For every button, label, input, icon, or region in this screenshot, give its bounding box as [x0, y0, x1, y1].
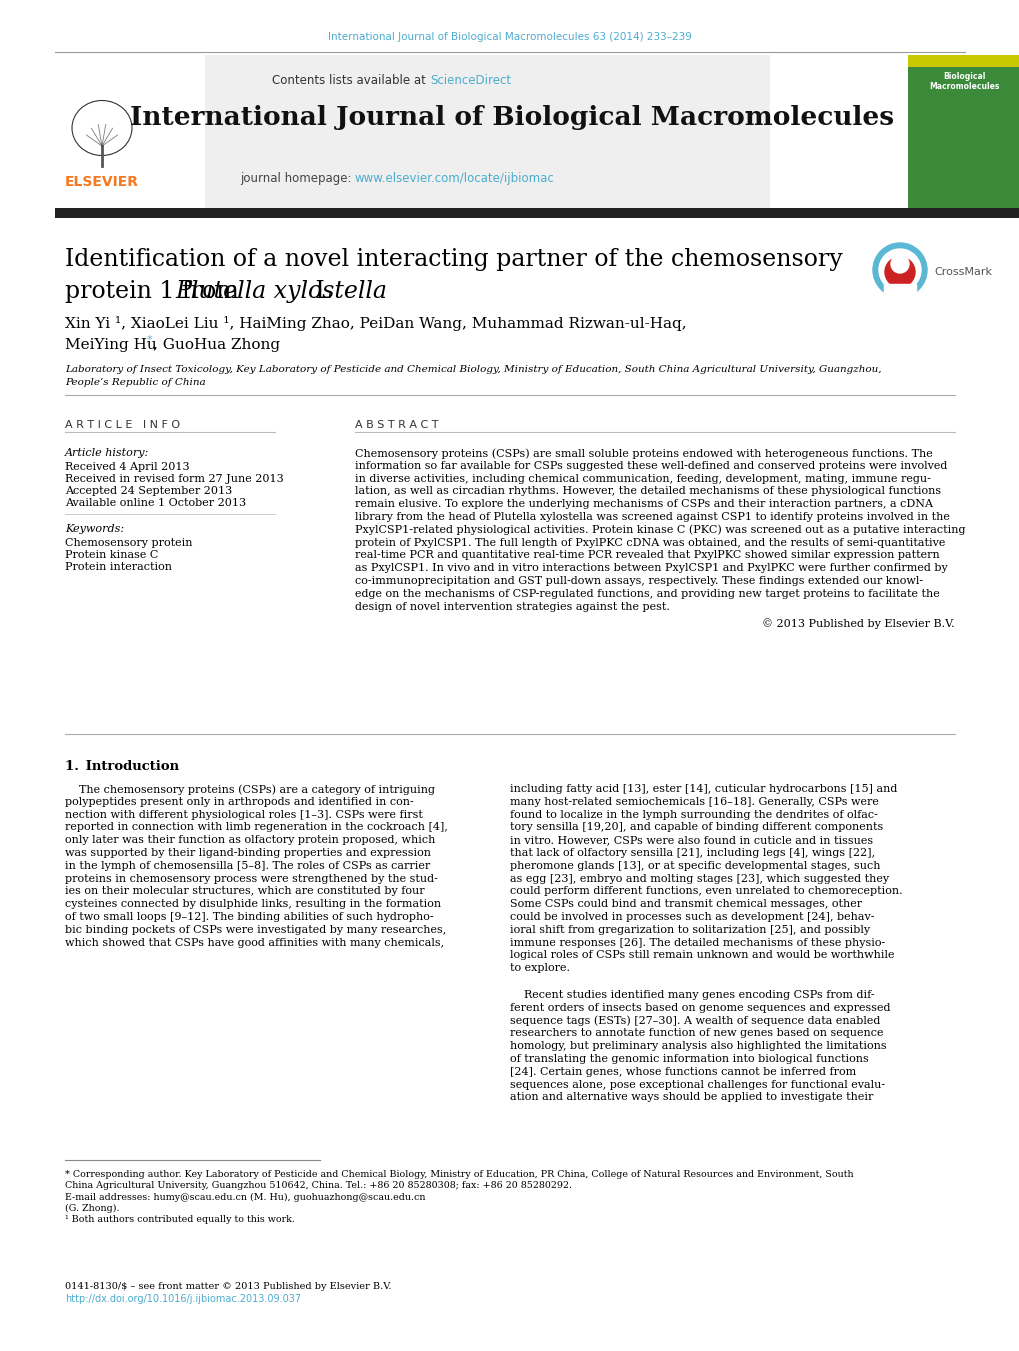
Bar: [55, 55, 205, 209]
Text: remain elusive. To explore the underlying mechanisms of CSPs and their interacti: remain elusive. To explore the underlyin…: [355, 500, 932, 509]
Text: © 2013 Published by Elsevier B.V.: © 2013 Published by Elsevier B.V.: [761, 619, 954, 630]
Circle shape: [884, 257, 914, 286]
Text: information so far available for CSPs suggested these well-defined and conserved: information so far available for CSPs su…: [355, 461, 947, 470]
Text: Laboratory of Insect Toxicology, Key Laboratory of Pesticide and Chemical Biolog: Laboratory of Insect Toxicology, Key Lab…: [65, 365, 880, 374]
Text: Available online 1 October 2013: Available online 1 October 2013: [65, 499, 246, 508]
Text: PxylCSP1-related physiological activities. Protein kinase C (PKC) was screened o: PxylCSP1-related physiological activitie…: [355, 524, 965, 535]
Text: edge on the mechanisms of CSP-regulated functions, and providing new target prot: edge on the mechanisms of CSP-regulated …: [355, 589, 938, 598]
Text: lation, as well as circadian rhythms. However, the detailed mechanisms of these : lation, as well as circadian rhythms. Ho…: [355, 486, 941, 496]
Text: 1. Introduction: 1. Introduction: [65, 761, 179, 773]
Text: cysteines connected by disulphide links, resulting in the formation: cysteines connected by disulphide links,…: [65, 900, 440, 909]
Text: polypeptides present only in arthropods and identified in con-: polypeptides present only in arthropods …: [65, 797, 414, 807]
Text: protein of PxylCSP1. The full length of PxylPKC cDNA was obtained, and the resul: protein of PxylCSP1. The full length of …: [355, 538, 945, 547]
Text: *: *: [147, 335, 153, 345]
Text: that lack of olfactory sensilla [21], including legs [4], wings [22],: that lack of olfactory sensilla [21], in…: [510, 848, 874, 858]
Text: International Journal of Biological Macromolecules: International Journal of Biological Macr…: [129, 105, 894, 130]
Text: co-immunoprecipitation and GST pull-down assays, respectively. These findings ex: co-immunoprecipitation and GST pull-down…: [355, 576, 922, 586]
Text: Protein kinase C: Protein kinase C: [65, 550, 158, 561]
Circle shape: [878, 249, 920, 290]
Text: bic binding pockets of CSPs were investigated by many researches,: bic binding pockets of CSPs were investi…: [65, 925, 446, 935]
Text: Received in revised form 27 June 2013: Received in revised form 27 June 2013: [65, 474, 283, 484]
Text: Identification of a novel interacting partner of the chemosensory: Identification of a novel interacting pa…: [65, 249, 842, 272]
Text: Keywords:: Keywords:: [65, 524, 124, 534]
Text: (G. Zhong).: (G. Zhong).: [65, 1204, 119, 1213]
Text: 0141-8130/$ – see front matter © 2013 Published by Elsevier B.V.: 0141-8130/$ – see front matter © 2013 Pu…: [65, 1282, 391, 1292]
Bar: [55, 55, 769, 209]
Bar: [907, 55, 1019, 209]
Text: E-mail addresses: humy@scau.edu.cn (M. Hu), guohuazhong@scau.edu.cn: E-mail addresses: humy@scau.edu.cn (M. H…: [65, 1193, 425, 1202]
Text: People’s Republic of China: People’s Republic of China: [65, 378, 206, 386]
Text: ferent orders of insects based on genome sequences and expressed: ferent orders of insects based on genome…: [510, 1002, 890, 1013]
Text: Xin Yi ¹, XiaoLei Liu ¹, HaiMing Zhao, PeiDan Wang, Muhammad Rizwan-ul-Haq,: Xin Yi ¹, XiaoLei Liu ¹, HaiMing Zhao, P…: [65, 316, 686, 331]
Text: of two small loops [9–12]. The binding abilities of such hydropho-: of two small loops [9–12]. The binding a…: [65, 912, 433, 921]
Text: Received 4 April 2013: Received 4 April 2013: [65, 462, 190, 471]
Text: China Agricultural University, Guangzhou 510642, China. Tel.: +86 20 85280308; f: China Agricultural University, Guangzhou…: [65, 1181, 572, 1190]
Text: logical roles of CSPs still remain unknown and would be worthwhile: logical roles of CSPs still remain unkno…: [510, 950, 894, 961]
Text: CrossMark: CrossMark: [933, 267, 991, 277]
Text: http://dx.doi.org/10.1016/j.ijbiomac.2013.09.037: http://dx.doi.org/10.1016/j.ijbiomac.201…: [65, 1294, 301, 1304]
Text: Recent studies identified many genes encoding CSPs from dif-: Recent studies identified many genes enc…: [510, 990, 873, 1000]
Text: Article history:: Article history:: [65, 449, 149, 458]
Text: design of novel intervention strategies against the pest.: design of novel intervention strategies …: [355, 601, 669, 612]
Text: ioral shift from gregarization to solitarization [25], and possibly: ioral shift from gregarization to solita…: [510, 925, 869, 935]
Text: researchers to annotate function of new genes based on sequence: researchers to annotate function of new …: [510, 1028, 882, 1039]
Text: ation and alternative ways should be applied to investigate their: ation and alternative ways should be app…: [510, 1093, 872, 1102]
Text: L: L: [308, 280, 331, 303]
Text: only later was their function as olfactory protein proposed, which: only later was their function as olfacto…: [65, 835, 435, 846]
Text: immune responses [26]. The detailed mechanisms of these physio-: immune responses [26]. The detailed mech…: [510, 938, 884, 947]
Text: Contents lists available at: Contents lists available at: [272, 74, 430, 86]
Text: A R T I C L E   I N F O: A R T I C L E I N F O: [65, 420, 180, 430]
Text: found to localize in the lymph surrounding the dendrites of olfac-: found to localize in the lymph surroundi…: [510, 809, 877, 820]
Text: nection with different physiological roles [1–3]. CSPs were first: nection with different physiological rol…: [65, 809, 423, 820]
Text: MeiYing Hu: MeiYing Hu: [65, 338, 157, 353]
Text: homology, but preliminary analysis also highlighted the limitations: homology, but preliminary analysis also …: [510, 1042, 886, 1051]
Text: Plutella xylostella: Plutella xylostella: [175, 280, 386, 303]
Text: pheromone glands [13], or at specific developmental stages, such: pheromone glands [13], or at specific de…: [510, 861, 879, 871]
Bar: [55, 208, 1019, 218]
Text: of translating the genomic information into biological functions: of translating the genomic information i…: [510, 1054, 868, 1065]
Text: proteins in chemosensory process were strengthened by the stud-: proteins in chemosensory process were st…: [65, 874, 437, 884]
Text: could be involved in processes such as development [24], behav-: could be involved in processes such as d…: [510, 912, 873, 921]
Text: as egg [23], embryo and molting stages [23], which suggested they: as egg [23], embryo and molting stages […: [510, 874, 889, 884]
Bar: [907, 55, 1019, 68]
Text: Protein interaction: Protein interaction: [65, 562, 172, 571]
Text: which showed that CSPs have good affinities with many chemicals,: which showed that CSPs have good affinit…: [65, 938, 443, 947]
Text: journal homepage:: journal homepage:: [239, 172, 355, 185]
Text: as PxylCSP1. In vivo and in vitro interactions between PxylCSP1 and PxylPKC were: as PxylCSP1. In vivo and in vitro intera…: [355, 563, 947, 573]
Text: International Journal of Biological Macromolecules 63 (2014) 233–239: International Journal of Biological Macr…: [328, 32, 691, 42]
Text: was supported by their ligand-binding properties and expression: was supported by their ligand-binding pr…: [65, 848, 431, 858]
Text: reported in connection with limb regeneration in the cockroach [4],: reported in connection with limb regener…: [65, 823, 447, 832]
Text: tory sensilla [19,20], and capable of binding different components: tory sensilla [19,20], and capable of bi…: [510, 823, 882, 832]
Text: including fatty acid [13], ester [14], cuticular hydrocarbons [15] and: including fatty acid [13], ester [14], c…: [510, 784, 897, 794]
Text: in diverse activities, including chemical communication, feeding, development, m: in diverse activities, including chemica…: [355, 474, 930, 484]
Text: to explore.: to explore.: [510, 963, 570, 973]
Text: ¹ Both authors contributed equally to this work.: ¹ Both authors contributed equally to th…: [65, 1215, 294, 1224]
Text: Biological
Macromolecules: Biological Macromolecules: [928, 72, 999, 92]
Text: Some CSPs could bind and transmit chemical messages, other: Some CSPs could bind and transmit chemic…: [510, 900, 861, 909]
Text: ELSEVIER: ELSEVIER: [65, 176, 139, 189]
Bar: [883, 284, 915, 299]
Text: in vitro. However, CSPs were also found in cuticle and in tissues: in vitro. However, CSPs were also found …: [510, 835, 872, 846]
Text: real-time PCR and quantitative real-time PCR revealed that PxylPKC showed simila: real-time PCR and quantitative real-time…: [355, 550, 938, 561]
Text: Chemosensory protein: Chemosensory protein: [65, 538, 193, 549]
Circle shape: [872, 243, 926, 297]
Text: library from the head of Plutella xylostella was screened against CSP1 to identi: library from the head of Plutella xylost…: [355, 512, 949, 521]
Text: ies on their molecular structures, which are constituted by four: ies on their molecular structures, which…: [65, 886, 424, 897]
Text: in the lymph of chemosensilla [5–8]. The roles of CSPs as carrier: in the lymph of chemosensilla [5–8]. The…: [65, 861, 430, 871]
Text: The chemosensory proteins (CSPs) are a category of intriguing: The chemosensory proteins (CSPs) are a c…: [65, 784, 434, 794]
Text: ScienceDirect: ScienceDirect: [430, 74, 511, 86]
Text: sequence tags (ESTs) [27–30]. A wealth of sequence data enabled: sequence tags (ESTs) [27–30]. A wealth o…: [510, 1016, 879, 1027]
Text: A B S T R A C T: A B S T R A C T: [355, 420, 438, 430]
Text: www.elsevier.com/locate/ijbiomac: www.elsevier.com/locate/ijbiomac: [355, 172, 554, 185]
Text: Accepted 24 September 2013: Accepted 24 September 2013: [65, 486, 232, 496]
Text: * Corresponding author. Key Laboratory of Pesticide and Chemical Biology, Minist: * Corresponding author. Key Laboratory o…: [65, 1170, 853, 1179]
Text: protein 1 from: protein 1 from: [65, 280, 246, 303]
Text: sequences alone, pose exceptional challenges for functional evalu-: sequences alone, pose exceptional challe…: [510, 1079, 884, 1090]
Text: , GuoHua Zhong: , GuoHua Zhong: [153, 338, 280, 353]
Text: [24]. Certain genes, whose functions cannot be inferred from: [24]. Certain genes, whose functions can…: [510, 1067, 855, 1077]
Text: could perform different functions, even unrelated to chemoreception.: could perform different functions, even …: [510, 886, 902, 897]
Text: Chemosensory proteins (CSPs) are small soluble proteins endowed with heterogeneo: Chemosensory proteins (CSPs) are small s…: [355, 449, 931, 458]
Circle shape: [891, 255, 908, 273]
Text: many host-related semiochemicals [16–18]. Generally, CSPs were: many host-related semiochemicals [16–18]…: [510, 797, 878, 807]
